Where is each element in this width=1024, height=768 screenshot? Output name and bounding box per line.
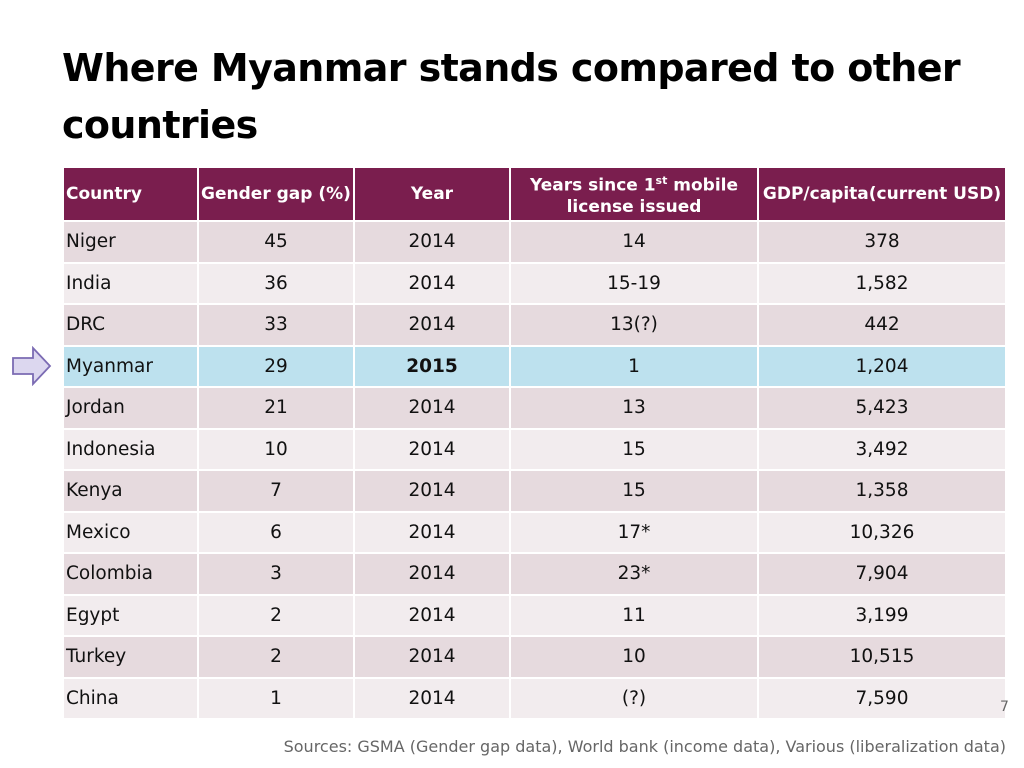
year-cell: 2014 (353, 552, 511, 596)
table-row: Myanmar 29 2015 1 1,204 (62, 344, 1007, 388)
comparison-table: Country Gender gap (%) Year Years since … (62, 166, 1007, 720)
year-cell: 2014 (353, 676, 511, 720)
header-years-since-sup: st (655, 173, 668, 187)
gender-gap-cell: 36 (197, 261, 355, 305)
country-cell: China (62, 676, 199, 720)
header-country: Country (62, 166, 199, 222)
gender-gap-cell: 2 (197, 593, 355, 637)
country-cell: Jordan (62, 386, 199, 430)
table-row: Mexico 6 2014 17* 10,326 (62, 510, 1007, 554)
gender-gap-cell: 6 (197, 510, 355, 554)
country-cell: Mexico (62, 510, 199, 554)
country-cell: DRC (62, 303, 199, 347)
gdp-cell: 442 (757, 303, 1007, 347)
gender-gap-cell: 10 (197, 427, 355, 471)
years-since-cell: 15-19 (509, 261, 759, 305)
header-gdp: GDP/capita(current USD) (757, 166, 1007, 222)
country-cell: Indonesia (62, 427, 199, 471)
table-row: Colombia 3 2014 23* 7,904 (62, 552, 1007, 596)
gender-gap-cell: 7 (197, 469, 355, 513)
header-years-since-pre: Years since 1 (529, 175, 656, 196)
gdp-cell: 7,590 (757, 676, 1007, 720)
table-row: Egypt 2 2014 11 3,199 (62, 593, 1007, 637)
table-header-row: Country Gender gap (%) Year Years since … (62, 166, 1007, 222)
gdp-cell: 10,515 (757, 635, 1007, 679)
gender-gap-cell: 1 (197, 676, 355, 720)
table-row: Jordan 21 2014 13 5,423 (62, 386, 1007, 430)
gender-gap-cell: 3 (197, 552, 355, 596)
years-since-cell: (?) (509, 676, 759, 720)
gender-gap-cell: 33 (197, 303, 355, 347)
year-cell: 2014 (353, 469, 511, 513)
sources-note: Sources: GSMA (Gender gap data), World b… (283, 737, 1006, 756)
table-row: Niger 45 2014 14 378 (62, 220, 1007, 264)
year-cell: 2014 (353, 386, 511, 430)
years-since-cell: 15 (509, 469, 759, 513)
gdp-cell: 378 (757, 220, 1007, 264)
country-cell: Egypt (62, 593, 199, 637)
year-cell: 2014 (353, 220, 511, 264)
header-gender-gap: Gender gap (%) (197, 166, 355, 222)
country-cell: Colombia (62, 552, 199, 596)
year-cell: 2014 (353, 261, 511, 305)
country-cell: Niger (62, 220, 199, 264)
table-row: DRC 33 2014 13(?) 442 (62, 303, 1007, 347)
country-cell: Kenya (62, 469, 199, 513)
table-row: Indonesia 10 2014 15 3,492 (62, 427, 1007, 471)
slide-number: 7 (1000, 699, 1009, 715)
header-year: Year (353, 166, 511, 222)
gdp-cell: 7,904 (757, 552, 1007, 596)
years-since-cell: 23* (509, 552, 759, 596)
gdp-cell: 3,492 (757, 427, 1007, 471)
header-years-since-post: mobile (667, 175, 739, 196)
table-row: India 36 2014 15-19 1,582 (62, 261, 1007, 305)
year-cell: 2014 (353, 510, 511, 554)
gender-gap-cell: 29 (197, 344, 355, 388)
country-cell: India (62, 261, 199, 305)
years-since-cell: 11 (509, 593, 759, 637)
year-cell: 2015 (353, 344, 511, 388)
gdp-cell: 5,423 (757, 386, 1007, 430)
gender-gap-cell: 21 (197, 386, 355, 430)
table-row: Kenya 7 2014 15 1,358 (62, 469, 1007, 513)
years-since-cell: 1 (509, 344, 759, 388)
country-cell: Turkey (62, 635, 199, 679)
gender-gap-cell: 2 (197, 635, 355, 679)
country-cell: Myanmar (62, 344, 199, 388)
gdp-cell: 1,358 (757, 469, 1007, 513)
slide-title: Where Myanmar stands compared to other c… (62, 46, 961, 147)
gdp-cell: 3,199 (757, 593, 1007, 637)
year-cell: 2014 (353, 593, 511, 637)
header-years-since: Years since 1st mobile license issued (509, 166, 759, 222)
header-years-since-line2: license issued (566, 197, 702, 218)
year-cell: 2014 (353, 303, 511, 347)
years-since-cell: 13(?) (509, 303, 759, 347)
gdp-cell: 1,204 (757, 344, 1007, 388)
gender-gap-cell: 45 (197, 220, 355, 264)
years-since-cell: 13 (509, 386, 759, 430)
gdp-cell: 10,326 (757, 510, 1007, 554)
year-cell: 2014 (353, 635, 511, 679)
table-row: China 1 2014 (?) 7,590 (62, 676, 1007, 720)
years-since-cell: 10 (509, 635, 759, 679)
year-cell: 2014 (353, 427, 511, 471)
gdp-cell: 1,582 (757, 261, 1007, 305)
years-since-cell: 15 (509, 427, 759, 471)
years-since-cell: 14 (509, 220, 759, 264)
table-row: Turkey 2 2014 10 10,515 (62, 635, 1007, 679)
years-since-cell: 17* (509, 510, 759, 554)
right-arrow-icon (12, 346, 52, 386)
